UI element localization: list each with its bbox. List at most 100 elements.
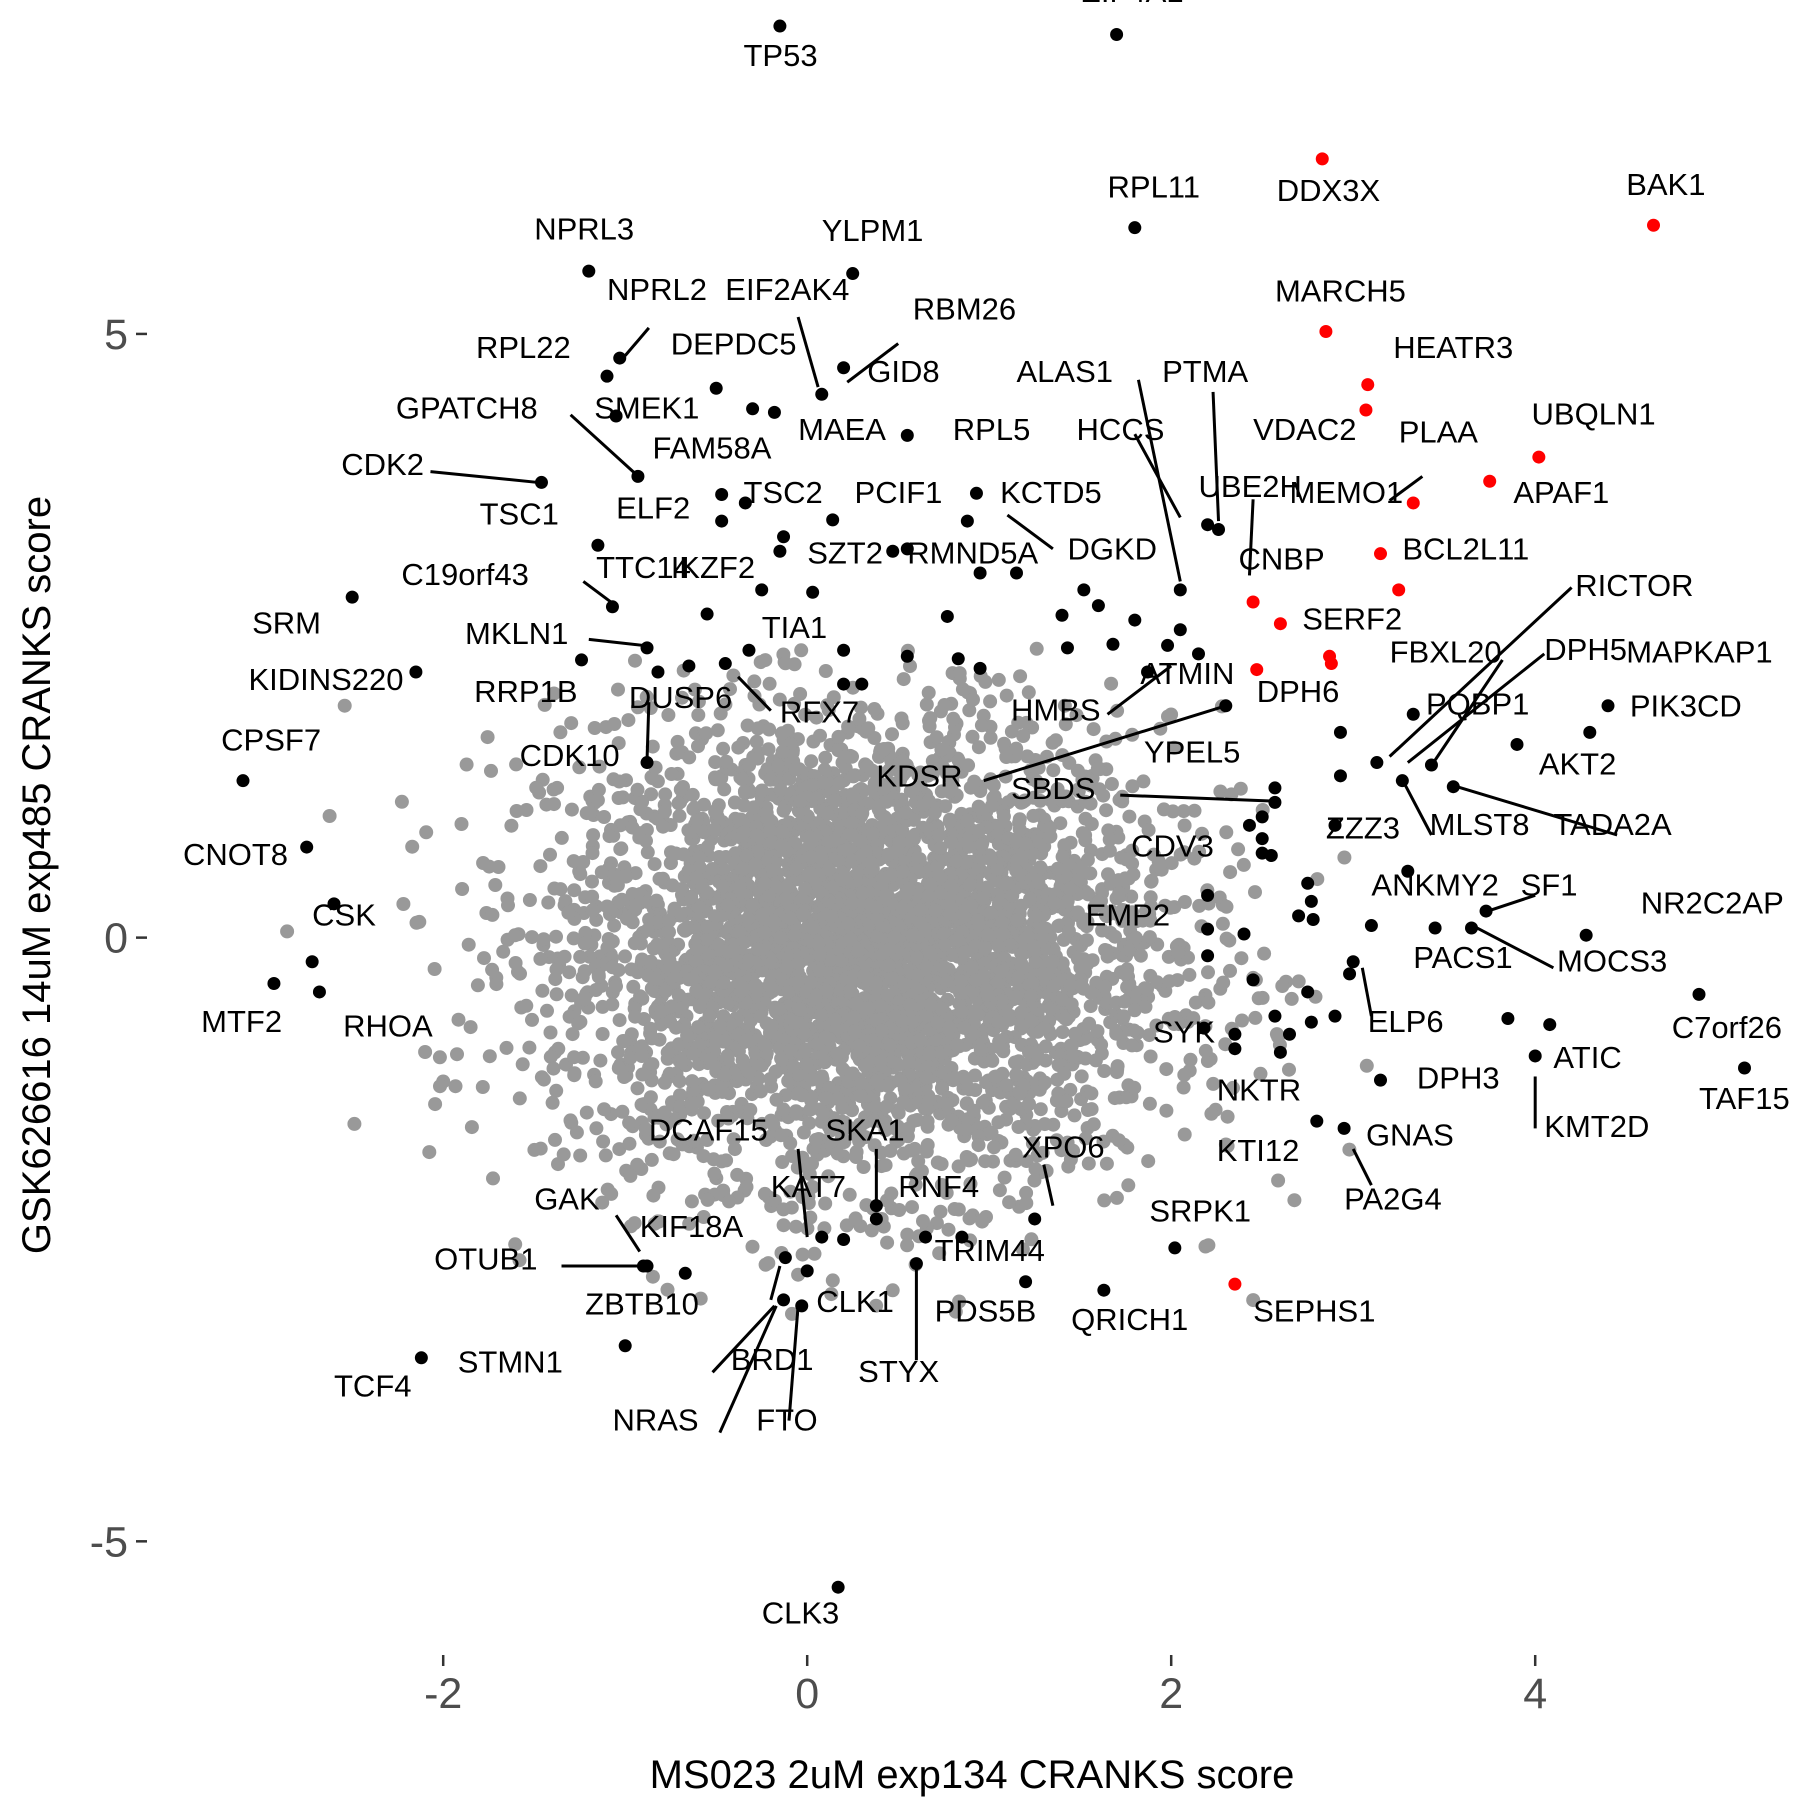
point-label: HEATR3: [1393, 330, 1513, 365]
background-point: [1063, 881, 1077, 896]
background-point: [686, 1133, 701, 1148]
background-point: [1201, 995, 1216, 1010]
background-point: [508, 956, 523, 970]
background-point: [813, 1008, 828, 1022]
background-point: [873, 1054, 888, 1069]
background-point: [997, 736, 1012, 751]
background-point: [903, 784, 918, 799]
background-point: [890, 1119, 905, 1134]
background-point: [932, 828, 947, 843]
background-point: [978, 941, 993, 956]
point-label: C7orf26: [1672, 1010, 1782, 1045]
data-point: [1374, 547, 1387, 561]
background-point: [905, 829, 920, 844]
point-label: DPH3: [1417, 1061, 1500, 1096]
background-point: [628, 1009, 643, 1024]
point-label: MEMO1: [1290, 475, 1404, 510]
background-point: [1058, 1011, 1072, 1026]
point-label: CDK2: [341, 447, 424, 482]
background-point: [834, 953, 849, 968]
background-point: [651, 915, 665, 930]
background-point: [804, 850, 818, 865]
leader-line: [983, 704, 1227, 783]
point-label: GID8: [867, 354, 939, 389]
background-point: [545, 1095, 560, 1110]
background-point: [978, 1154, 993, 1169]
background-point: [1096, 1134, 1111, 1149]
data-point: [900, 649, 914, 663]
background-point: [939, 1185, 954, 1200]
data-point: [582, 264, 596, 278]
data-point: [1237, 927, 1251, 941]
background-point: [984, 1125, 999, 1140]
background-point: [500, 891, 515, 906]
background-point: [1195, 826, 1209, 841]
background-point: [927, 805, 942, 820]
leader-line: [1211, 391, 1221, 522]
background-point: [533, 859, 548, 874]
background-point: [685, 972, 700, 987]
background-point: [864, 1223, 879, 1238]
background-point: [776, 803, 791, 818]
background-point: [1027, 1173, 1042, 1188]
background-point: [910, 851, 925, 866]
data-point: [960, 514, 974, 528]
data-point: [1401, 864, 1415, 878]
background-point: [536, 932, 551, 947]
point-label: AKT2: [1539, 747, 1617, 782]
background-point: [566, 931, 581, 946]
background-point: [664, 999, 679, 1014]
background-point: [1011, 715, 1026, 730]
background-point: [852, 1038, 867, 1053]
background-point: [1033, 1102, 1048, 1117]
background-point: [525, 1012, 539, 1027]
background-point: [660, 1282, 675, 1297]
data-point: [778, 1251, 792, 1265]
background-point: [1018, 836, 1033, 851]
background-point: [769, 1092, 784, 1107]
background-point: [1271, 1029, 1286, 1044]
background-point: [757, 876, 772, 891]
background-point: [537, 697, 552, 712]
background-point: [805, 788, 819, 803]
background-point: [827, 833, 842, 848]
x-tick-label: 4: [1523, 1670, 1547, 1718]
background-point: [942, 785, 957, 800]
background-point: [617, 1034, 632, 1049]
background-point: [983, 730, 998, 745]
background-point: [716, 741, 731, 756]
point-label: PIK3CD: [1630, 689, 1742, 724]
background-point: [895, 1014, 910, 1029]
data-point: [1483, 474, 1497, 488]
background-point: [689, 983, 704, 998]
background-point: [788, 762, 803, 777]
background-point: [731, 740, 746, 755]
background-point: [597, 810, 612, 824]
leader-line: [796, 316, 820, 388]
background-point: [658, 984, 673, 999]
background-point: [508, 1237, 523, 1252]
background-point: [849, 1127, 864, 1142]
background-point: [878, 1158, 893, 1173]
leader-line: [430, 470, 538, 484]
background-point: [1236, 857, 1251, 872]
background-point: [992, 896, 1006, 910]
background-point: [622, 1115, 637, 1130]
data-point: [1310, 1114, 1324, 1128]
point-label: CSK: [312, 898, 376, 933]
background-point: [689, 942, 704, 957]
y-tick-label: 0: [104, 915, 128, 963]
background-point: [851, 944, 866, 958]
background-point: [923, 877, 938, 892]
background-point: [1067, 1108, 1082, 1123]
background-point: [1002, 1195, 1017, 1210]
background-point: [860, 759, 875, 774]
background-point: [644, 1152, 659, 1167]
background-point: [900, 1238, 915, 1253]
background-point: [708, 804, 723, 819]
leader-lines: [430, 316, 1618, 1434]
data-point: [969, 486, 983, 500]
data-point: [1374, 1073, 1387, 1087]
background-point: [966, 692, 980, 707]
data-point: [1601, 699, 1615, 713]
